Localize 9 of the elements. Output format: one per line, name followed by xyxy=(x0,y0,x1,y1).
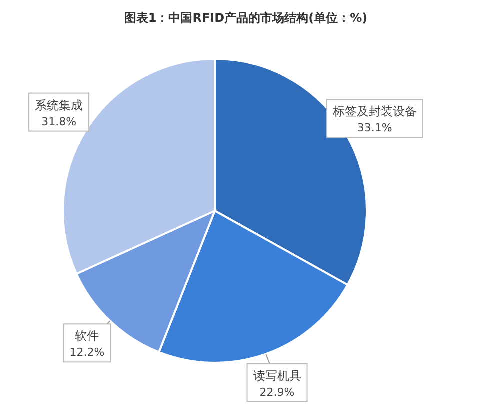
data-label: 31.8% xyxy=(42,115,77,128)
chart-title: 图表1：中国RFID产品的市场结构(单位：%) xyxy=(124,11,368,25)
data-label: 22.9% xyxy=(260,386,295,399)
data-label: 12.2% xyxy=(70,346,105,360)
slice-label: 系统集成 xyxy=(35,98,84,112)
slice-label: 软件 xyxy=(75,329,100,344)
slice-label: 读写机具 xyxy=(253,368,302,383)
data-label: 33.1% xyxy=(357,122,392,135)
slice-label: 标签及封装设备 xyxy=(332,104,417,119)
